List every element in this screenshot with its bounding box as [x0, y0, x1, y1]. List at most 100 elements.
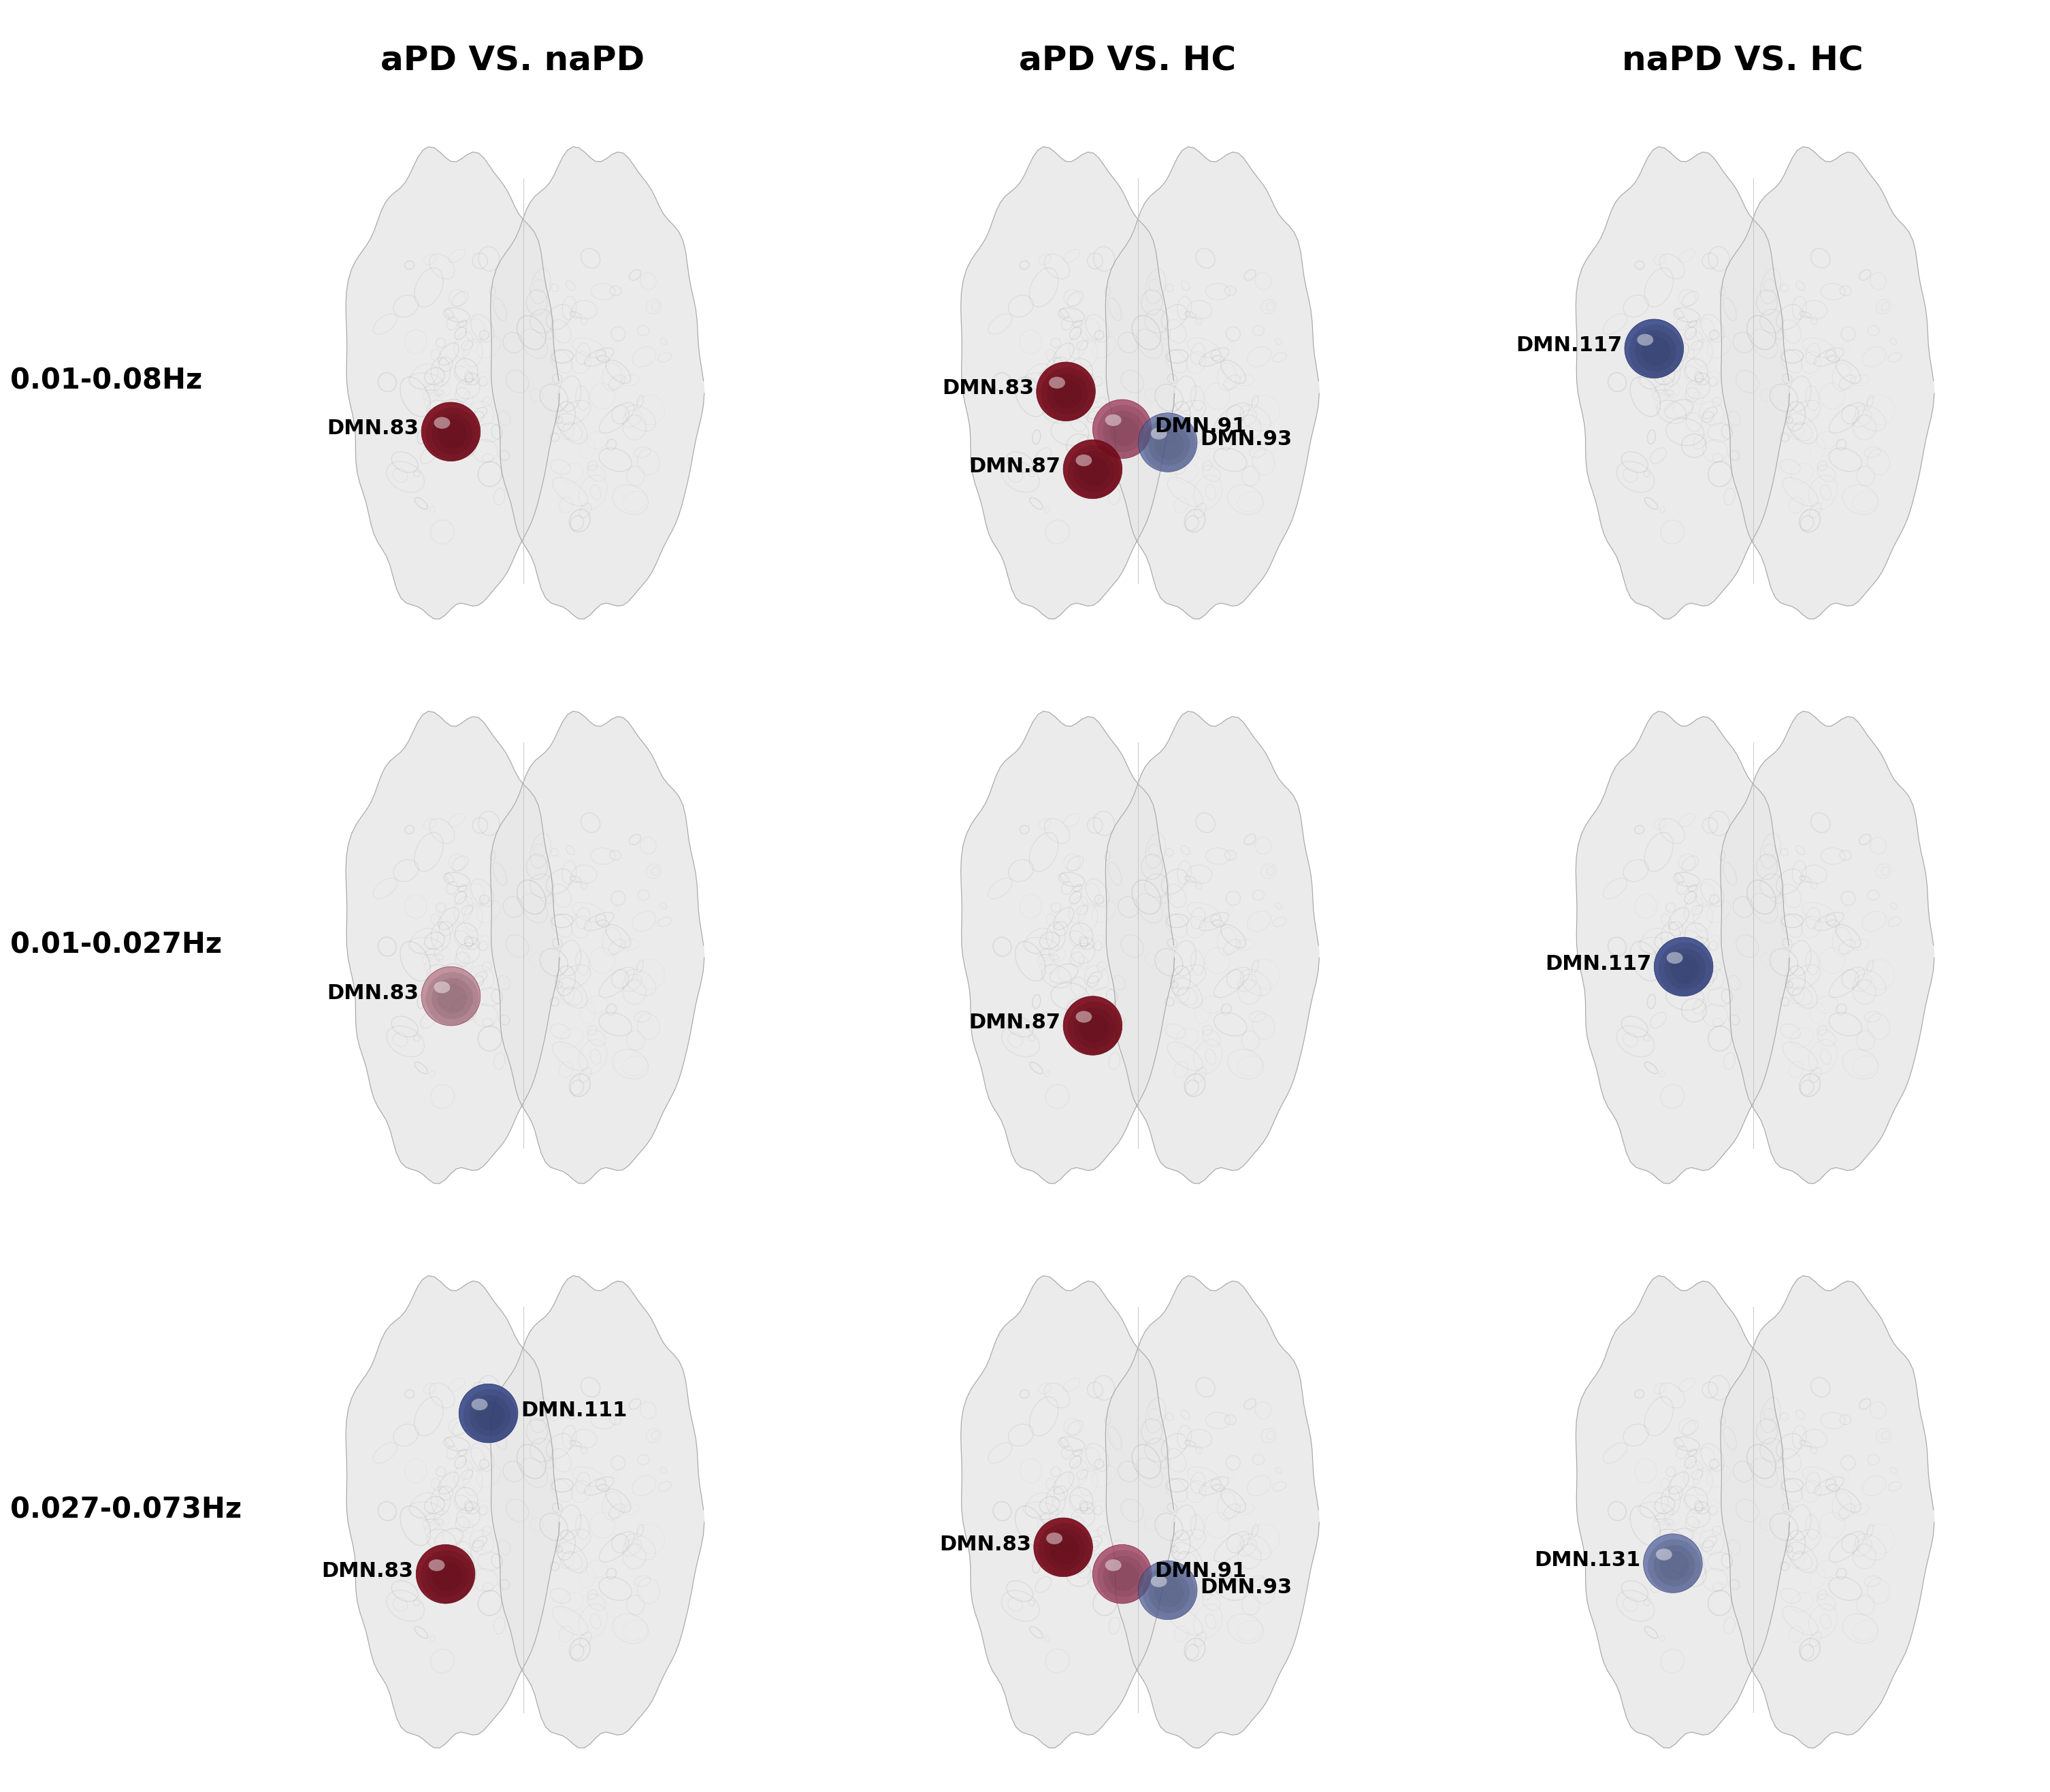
Text: DMN.83: DMN.83 — [322, 1561, 414, 1581]
Circle shape — [469, 1394, 510, 1437]
Circle shape — [1154, 430, 1185, 459]
Circle shape — [1041, 367, 1095, 421]
Circle shape — [1644, 1534, 1702, 1593]
Circle shape — [1074, 452, 1115, 493]
Polygon shape — [346, 711, 560, 1183]
Circle shape — [1068, 444, 1121, 498]
Polygon shape — [346, 1276, 560, 1747]
Circle shape — [1074, 1007, 1115, 1048]
Circle shape — [1658, 943, 1712, 996]
Text: DMN.93: DMN.93 — [1199, 430, 1292, 450]
Circle shape — [437, 984, 467, 1012]
Circle shape — [1050, 1536, 1080, 1564]
Polygon shape — [490, 147, 705, 618]
Circle shape — [1037, 362, 1095, 421]
Text: DMN.93: DMN.93 — [1199, 1577, 1292, 1597]
Circle shape — [422, 966, 480, 1025]
Ellipse shape — [435, 982, 451, 993]
Circle shape — [1080, 1012, 1109, 1043]
Circle shape — [1138, 412, 1197, 471]
Polygon shape — [1720, 147, 1935, 618]
Circle shape — [433, 414, 474, 455]
Text: DMN.83: DMN.83 — [941, 378, 1033, 398]
Text: DMN.87: DMN.87 — [970, 1012, 1060, 1032]
Text: DMN.117: DMN.117 — [1546, 953, 1652, 973]
Ellipse shape — [428, 1559, 445, 1572]
Circle shape — [1097, 1550, 1150, 1602]
Ellipse shape — [1076, 455, 1093, 466]
Circle shape — [433, 978, 474, 1020]
Ellipse shape — [1050, 376, 1066, 389]
Text: DMN.87: DMN.87 — [970, 457, 1060, 477]
Polygon shape — [490, 1276, 705, 1747]
Circle shape — [1654, 1545, 1695, 1586]
Circle shape — [1109, 418, 1138, 446]
Circle shape — [1640, 337, 1671, 366]
Text: DMN.117: DMN.117 — [1515, 335, 1622, 355]
Ellipse shape — [1105, 1559, 1121, 1572]
Circle shape — [1154, 1577, 1185, 1607]
Ellipse shape — [1150, 1575, 1166, 1588]
Ellipse shape — [1656, 1548, 1673, 1561]
Circle shape — [1064, 439, 1121, 498]
Circle shape — [1064, 996, 1121, 1055]
Polygon shape — [1720, 711, 1935, 1183]
Circle shape — [1148, 425, 1189, 466]
Circle shape — [1624, 319, 1683, 378]
Circle shape — [459, 1383, 519, 1443]
Circle shape — [437, 419, 467, 448]
Circle shape — [1109, 1561, 1138, 1591]
Circle shape — [416, 1545, 476, 1604]
Circle shape — [426, 971, 480, 1025]
Circle shape — [1630, 324, 1683, 378]
Circle shape — [1103, 410, 1144, 452]
Circle shape — [420, 1550, 474, 1602]
Text: naPD VS. HC: naPD VS. HC — [1622, 45, 1863, 77]
Ellipse shape — [1076, 1011, 1093, 1023]
Circle shape — [433, 1561, 461, 1591]
Circle shape — [1052, 380, 1082, 409]
Circle shape — [1142, 418, 1195, 471]
Circle shape — [1142, 1566, 1195, 1618]
Text: DMN.83: DMN.83 — [326, 984, 418, 1004]
Text: 0.027-0.073Hz: 0.027-0.073Hz — [10, 1496, 242, 1523]
Ellipse shape — [1046, 1532, 1062, 1545]
Circle shape — [476, 1401, 504, 1430]
Circle shape — [1671, 955, 1699, 984]
Circle shape — [1636, 330, 1677, 371]
Circle shape — [1097, 405, 1150, 459]
Polygon shape — [1105, 1276, 1320, 1747]
Text: DMN.91: DMN.91 — [1154, 416, 1246, 435]
Text: aPD VS. HC: aPD VS. HC — [1019, 45, 1236, 77]
Circle shape — [1043, 1529, 1084, 1570]
Text: DMN.131: DMN.131 — [1533, 1550, 1640, 1570]
Text: DMN.83: DMN.83 — [326, 419, 418, 439]
Ellipse shape — [1638, 333, 1654, 346]
Polygon shape — [1576, 147, 1790, 618]
Polygon shape — [1720, 1276, 1935, 1747]
Polygon shape — [1576, 1276, 1790, 1747]
Text: aPD VS. naPD: aPD VS. naPD — [381, 45, 644, 77]
Text: 0.01-0.08Hz: 0.01-0.08Hz — [10, 367, 203, 394]
Polygon shape — [346, 147, 560, 618]
Ellipse shape — [1150, 428, 1166, 439]
Circle shape — [422, 401, 480, 461]
Polygon shape — [961, 147, 1175, 618]
Circle shape — [1037, 1523, 1091, 1577]
Text: 0.01-0.027Hz: 0.01-0.027Hz — [10, 932, 221, 959]
Circle shape — [1660, 1550, 1689, 1581]
Polygon shape — [1105, 711, 1320, 1183]
Polygon shape — [1105, 147, 1320, 618]
Circle shape — [1033, 1518, 1093, 1577]
Circle shape — [1138, 1561, 1197, 1620]
Polygon shape — [961, 711, 1175, 1183]
Circle shape — [1093, 1545, 1152, 1604]
Circle shape — [1080, 457, 1109, 486]
Circle shape — [463, 1389, 517, 1443]
Circle shape — [1665, 948, 1706, 989]
Ellipse shape — [471, 1398, 488, 1410]
Circle shape — [1093, 400, 1152, 459]
Text: DMN.91: DMN.91 — [1154, 1561, 1246, 1581]
Ellipse shape — [435, 418, 451, 428]
Circle shape — [426, 1555, 467, 1597]
